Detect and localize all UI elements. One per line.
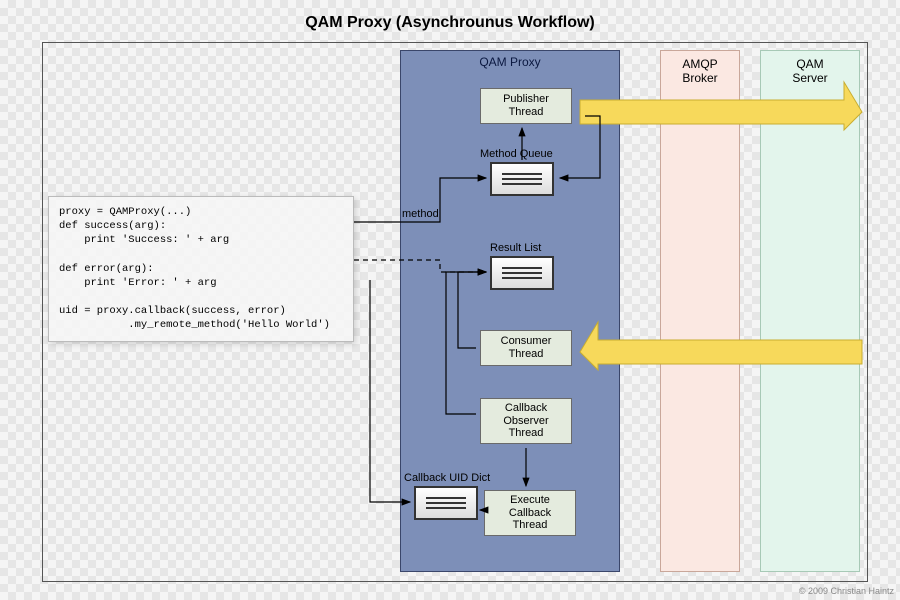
method-queue-icon <box>490 162 554 196</box>
label-result-list: Result List <box>490 242 541 254</box>
node-execute-callback-thread: Execute Callback Thread <box>484 490 576 536</box>
node-consumer-thread: Consumer Thread <box>480 330 572 366</box>
code-snippet: proxy = QAMProxy(...) def success(arg): … <box>48 196 354 342</box>
node-publisher-thread: Publisher Thread <box>480 88 572 124</box>
callback-uid-dict-icon <box>414 486 478 520</box>
column-qam-server: QAM Server <box>760 50 860 572</box>
result-list-icon <box>490 256 554 290</box>
column-amqp-broker: AMQP Broker <box>660 50 740 572</box>
label-callback-uid-dict: Callback UID Dict <box>404 472 490 484</box>
edge-label-method: method <box>402 208 439 220</box>
footer-credit: © 2009 Christian Haintz <box>799 586 894 596</box>
node-callback-observer-thread: Callback Observer Thread <box>480 398 572 444</box>
column-label: QAM Proxy <box>479 55 540 69</box>
label-method-queue: Method Queue <box>480 148 553 160</box>
column-label: AMQP Broker <box>682 57 717 85</box>
column-label: QAM Server <box>792 57 827 85</box>
diagram-title: QAM Proxy (Asynchrounus Workflow) <box>0 14 900 32</box>
